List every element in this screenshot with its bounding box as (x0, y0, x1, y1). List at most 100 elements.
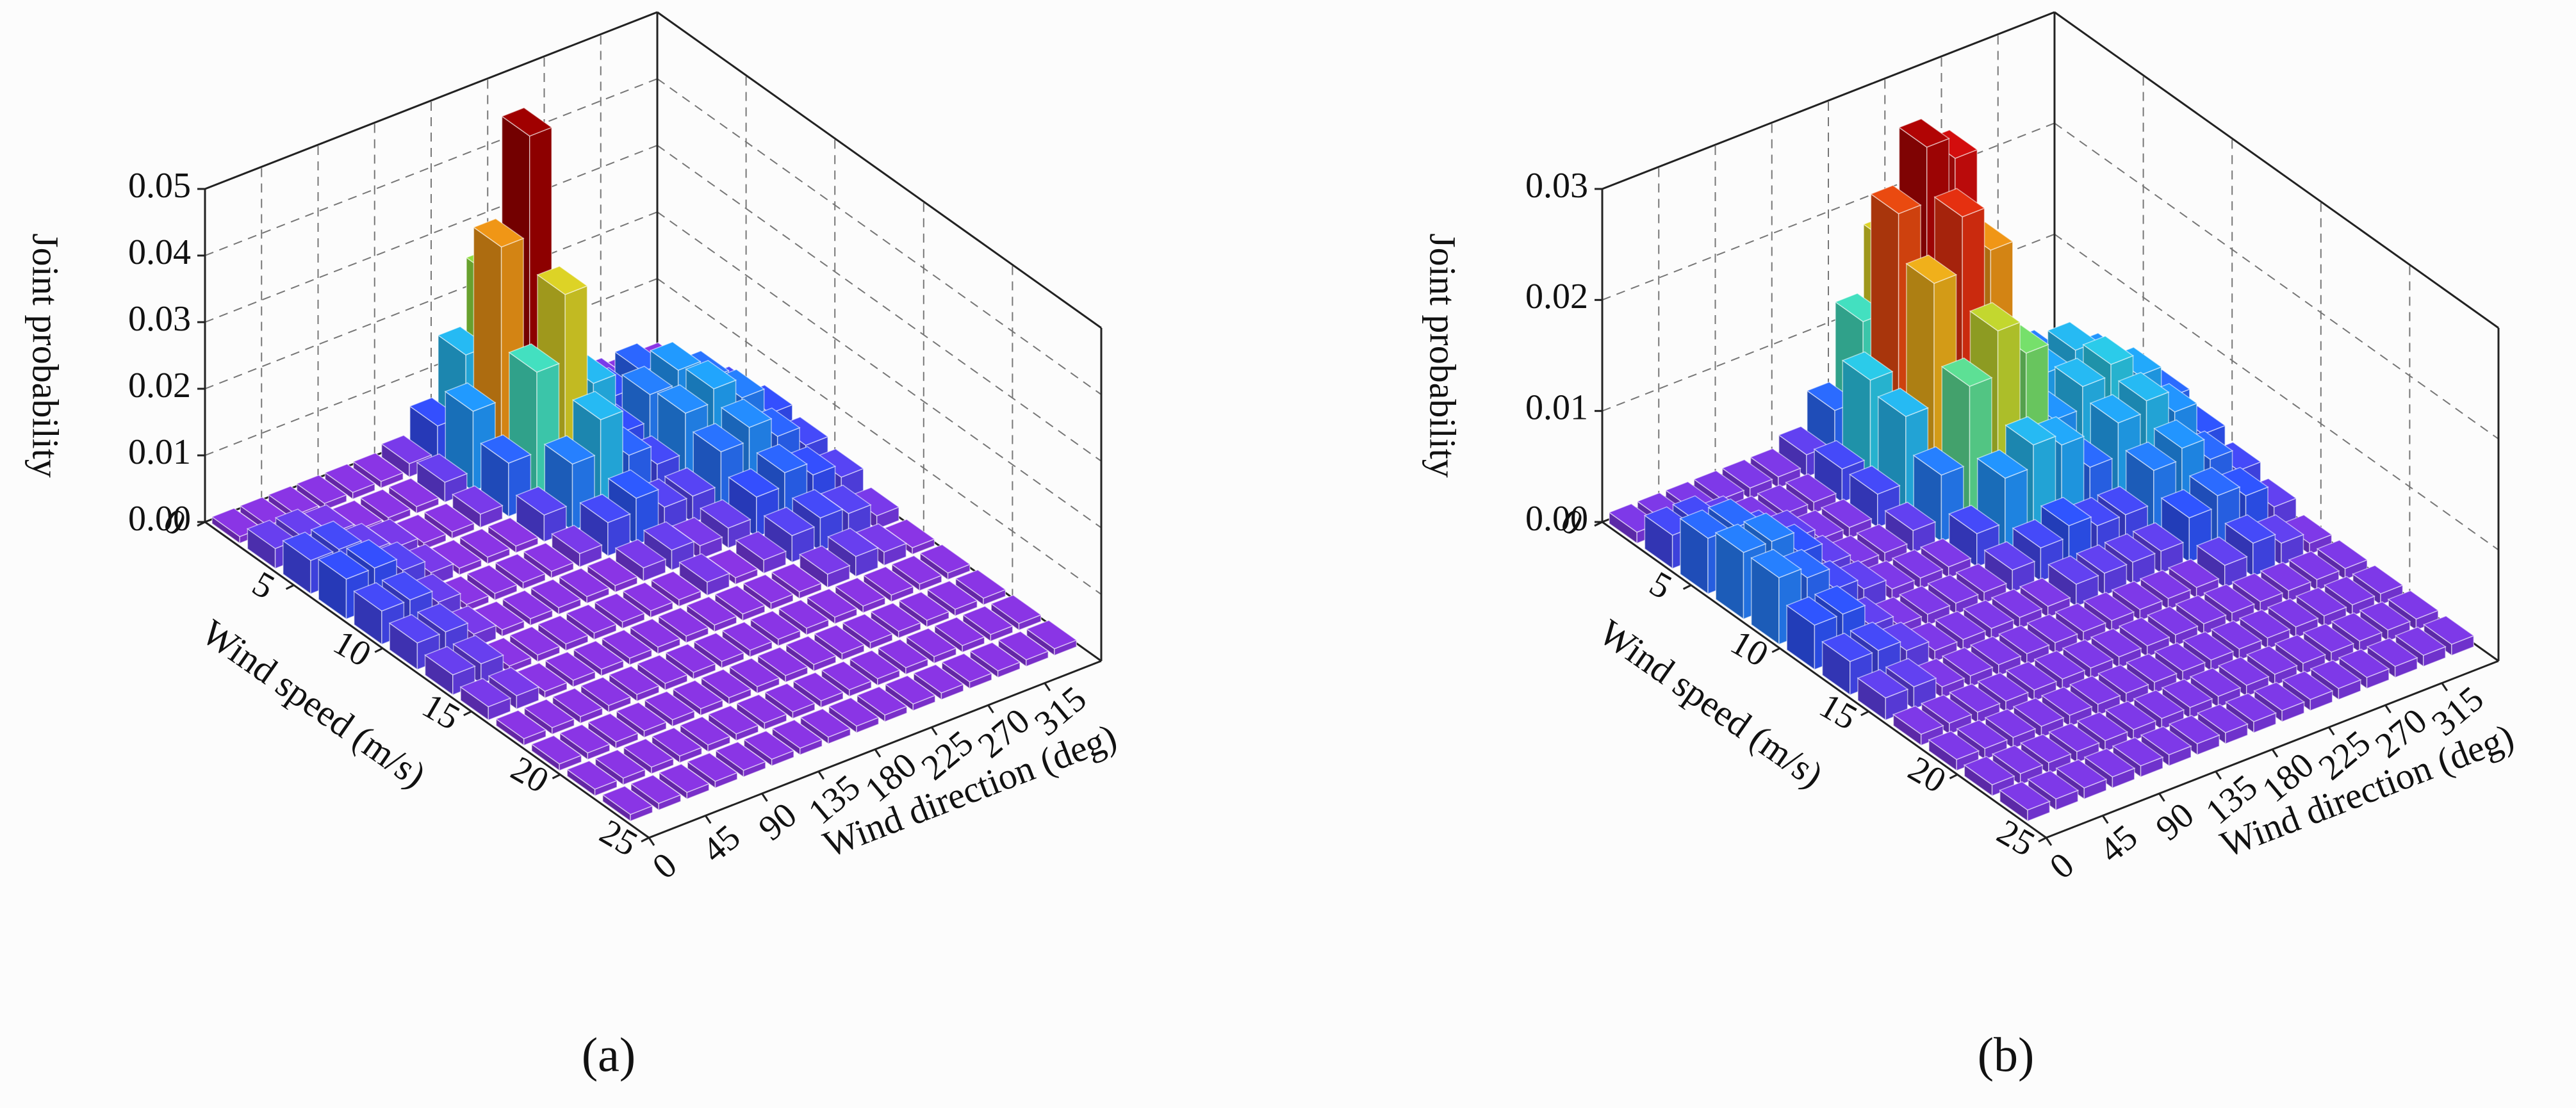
y-tick (817, 770, 824, 780)
bar-face (621, 582, 674, 612)
bar-face (2139, 569, 2192, 599)
bar-face (679, 716, 732, 746)
bar-face (2295, 587, 2347, 617)
bar (459, 678, 512, 721)
z-tick-label: 0.03 (1525, 166, 1588, 206)
bar (700, 669, 752, 706)
bar-face (1912, 446, 1965, 476)
bar-face (856, 686, 908, 716)
bar-face (1941, 647, 1994, 677)
bar (495, 710, 547, 747)
bar (962, 605, 1014, 642)
bar (764, 683, 816, 720)
bar-face (834, 577, 887, 607)
bar-face (551, 525, 603, 555)
bar-face (267, 485, 320, 516)
bar-face (1934, 610, 1987, 640)
bar (926, 580, 978, 617)
bar (1857, 669, 1909, 721)
z-axis-title: Joint probability (1422, 233, 1464, 478)
bar-face (2195, 536, 2248, 566)
bar-face (508, 343, 561, 373)
bar-face (416, 453, 468, 483)
bar-face (806, 588, 858, 618)
bar-face (559, 724, 611, 754)
bar-face (700, 669, 752, 699)
bar-face (536, 265, 589, 295)
bar-face (466, 564, 518, 594)
bar (552, 687, 603, 724)
bar (1849, 465, 1901, 529)
bar-face (509, 626, 561, 656)
bar (898, 591, 950, 628)
bar-face (742, 574, 794, 604)
y-tick (1044, 682, 1051, 692)
bar-face (614, 539, 667, 569)
grid-line (2054, 233, 2499, 551)
bar-face (1813, 440, 1866, 469)
bar-face (692, 423, 744, 453)
x-tick (1949, 774, 1958, 779)
bar-face (849, 649, 901, 680)
bar-face (728, 657, 781, 687)
bar-face (2104, 700, 2157, 730)
axis-line (2054, 11, 2499, 329)
bar-face (2104, 533, 2156, 563)
y-tick (2441, 682, 2448, 692)
bar-face (1821, 632, 1873, 662)
bar (820, 660, 873, 697)
bar (771, 719, 823, 756)
bar-face (571, 391, 624, 421)
bar-face (905, 628, 958, 658)
z-tick-label: 0.04 (128, 232, 191, 272)
bar-face (2224, 514, 2276, 544)
bar-face (608, 665, 660, 696)
bar-face (798, 545, 851, 575)
axis-line (204, 11, 658, 190)
grid-line (204, 78, 658, 256)
bar-face (1955, 563, 2008, 593)
bar (608, 665, 660, 703)
bar (2253, 681, 2306, 723)
bar (658, 763, 710, 800)
bar-face (1991, 744, 2044, 774)
bar-face (2083, 591, 2135, 621)
bar-face (444, 382, 496, 412)
bar-face (459, 528, 511, 558)
bar (353, 582, 405, 646)
bar (735, 694, 788, 731)
bar-face (770, 563, 823, 592)
bar-face (1969, 302, 2021, 332)
y-tick (705, 815, 712, 824)
bar-face (800, 708, 851, 738)
bar-face (353, 582, 405, 612)
bar-face (1990, 588, 2043, 618)
bar-face (2082, 335, 2135, 365)
bar-face (1856, 523, 1908, 553)
bar-face (423, 503, 475, 533)
bar (580, 676, 632, 713)
bar-face (2133, 689, 2185, 719)
y-tick (874, 749, 882, 758)
bar-face (658, 763, 710, 793)
bar-face (2359, 601, 2411, 631)
bar (509, 626, 561, 663)
bar-face (607, 469, 660, 499)
bar (905, 628, 958, 665)
bar (714, 585, 766, 622)
bar-face (282, 532, 334, 561)
bar (919, 544, 971, 581)
bar-face (2253, 681, 2306, 712)
bar (1884, 501, 1937, 554)
bar (359, 489, 412, 526)
bar-face (1898, 118, 1950, 148)
bar-face (552, 687, 603, 717)
bar-face (1750, 448, 1801, 478)
bar-face (630, 774, 682, 804)
bar-face (1877, 387, 1929, 418)
bar-face (2231, 573, 2284, 603)
bar (1928, 730, 1980, 772)
bar (1990, 588, 2043, 630)
bar-face (324, 463, 376, 493)
z-tick-label: 0.01 (128, 432, 191, 472)
